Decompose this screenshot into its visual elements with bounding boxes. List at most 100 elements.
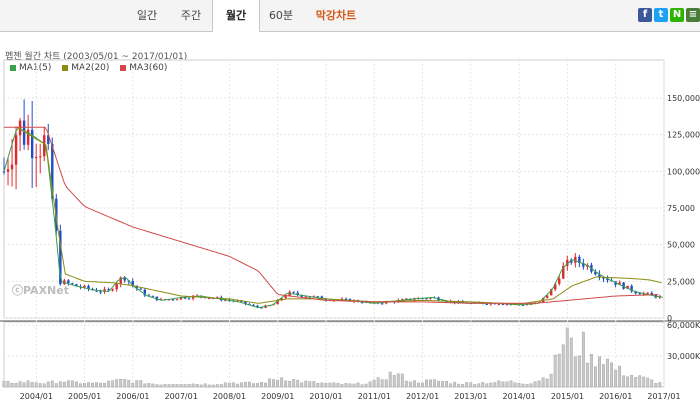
price-panel-frame: [3, 59, 665, 319]
volume-bar: [195, 384, 199, 388]
ma1-line: [3, 127, 664, 308]
legend-ma2-swatch: [62, 64, 69, 71]
candle-body: [22, 120, 26, 145]
candle-body: [175, 299, 179, 301]
volume-bar: [276, 379, 280, 388]
volume-bar: [416, 382, 420, 388]
candle-body: [340, 298, 344, 300]
volume-bar: [598, 356, 601, 388]
volume-bar: [30, 382, 34, 388]
volume-bar: [155, 384, 159, 388]
volume-bar: [284, 380, 288, 388]
volume-bar: [360, 384, 364, 388]
candle-body: [320, 296, 324, 300]
volume-bar: [565, 327, 569, 388]
candle-body: [248, 303, 251, 305]
volume-bar: [581, 331, 585, 388]
candle-body: [30, 129, 34, 159]
volume-bar: [654, 383, 658, 388]
candle-body: [59, 230, 62, 285]
volume-tick-label: 30,000K: [667, 352, 700, 361]
volume-bar: [461, 384, 465, 388]
volume-bar: [107, 380, 111, 388]
volume-bar: [199, 384, 203, 388]
candle-body: [425, 298, 428, 300]
volume-bar: [569, 337, 573, 388]
candle-body: [562, 265, 565, 279]
volume-bar: [429, 379, 432, 388]
volume-tick-label: 60,000K: [667, 321, 700, 330]
candle-body: [445, 301, 448, 303]
volume-bar: [171, 384, 175, 388]
volume-bar: [316, 383, 320, 388]
candle-body: [107, 289, 110, 291]
volume-bar: [577, 355, 581, 388]
volume-bar: [18, 381, 22, 388]
volume-bar: [308, 381, 312, 388]
menu-icon[interactable]: ≡: [686, 8, 700, 22]
legend-ma1-label: MA1(5): [19, 63, 52, 73]
tab-monthly[interactable]: 월간: [212, 0, 260, 32]
volume-bar: [642, 376, 646, 388]
candle-body: [545, 295, 549, 298]
volume-bar: [83, 383, 86, 388]
candle-body: [26, 129, 30, 145]
tab-super-chart[interactable]: 막강차트: [315, 9, 357, 22]
candle-body: [83, 285, 86, 288]
volume-bar: [87, 382, 90, 388]
volume-bar: [272, 379, 276, 388]
volume-bar: [260, 382, 263, 388]
volume-bar: [433, 379, 436, 388]
volume-bar: [296, 379, 300, 388]
candle-body: [626, 285, 629, 289]
volume-bar: [614, 369, 618, 388]
candle-body: [43, 135, 46, 157]
volume-bar: [557, 353, 561, 388]
volume-bar: [465, 382, 469, 388]
volume-bar: [593, 366, 597, 388]
candle-body: [187, 298, 191, 300]
legend-ma1-swatch: [10, 64, 16, 71]
volume-bar: [243, 381, 247, 388]
legend-ma3-swatch: [120, 64, 127, 71]
naver-icon[interactable]: N: [670, 8, 684, 22]
price-tick-label: 25,000: [667, 277, 695, 286]
candle-body: [304, 296, 307, 298]
candle-body: [260, 307, 263, 309]
paxnet-watermark: ⓒPAXNet: [12, 284, 69, 297]
volume-bar: [300, 382, 304, 388]
candle-body: [650, 292, 653, 295]
volume-bar: [268, 378, 272, 388]
chart-period-tab-bar: 일간 주간 월간 60분 막강차트 f t N ≡: [0, 0, 700, 32]
tab-60min[interactable]: 60분: [268, 9, 294, 22]
volume-bar: [127, 379, 131, 388]
volume-bar: [545, 378, 549, 388]
candle-body: [594, 271, 597, 275]
candle-body: [51, 143, 54, 199]
volume-bar: [207, 384, 211, 388]
volume-bar: [513, 382, 517, 388]
twitter-icon[interactable]: t: [654, 8, 668, 22]
facebook-icon[interactable]: f: [638, 8, 652, 22]
volume-bar: [187, 383, 191, 388]
tab-daily[interactable]: 일간: [136, 9, 158, 22]
volume-bar: [135, 380, 139, 388]
volume-bar: [529, 383, 533, 388]
volume-panel-frame: [3, 321, 665, 388]
candle-body: [501, 304, 505, 306]
legend-ma3: MA3(60): [120, 63, 167, 73]
volume-bar: [66, 380, 70, 388]
legend-ma2: MA2(20): [62, 63, 109, 73]
candle-body: [47, 135, 50, 144]
volume-bar: [95, 382, 98, 388]
volume-bar: [256, 383, 259, 388]
tab-weekly[interactable]: 주간: [180, 9, 202, 22]
volume-bar: [38, 383, 42, 388]
volume-bar: [521, 383, 525, 388]
volume-bar: [396, 373, 400, 388]
volume-bar: [280, 377, 284, 388]
x-tick-label: 2009/01: [261, 392, 294, 401]
price-tick-label: 150,000: [667, 94, 700, 103]
x-tick-label: 2006/01: [116, 392, 149, 401]
candle-body: [553, 283, 557, 290]
